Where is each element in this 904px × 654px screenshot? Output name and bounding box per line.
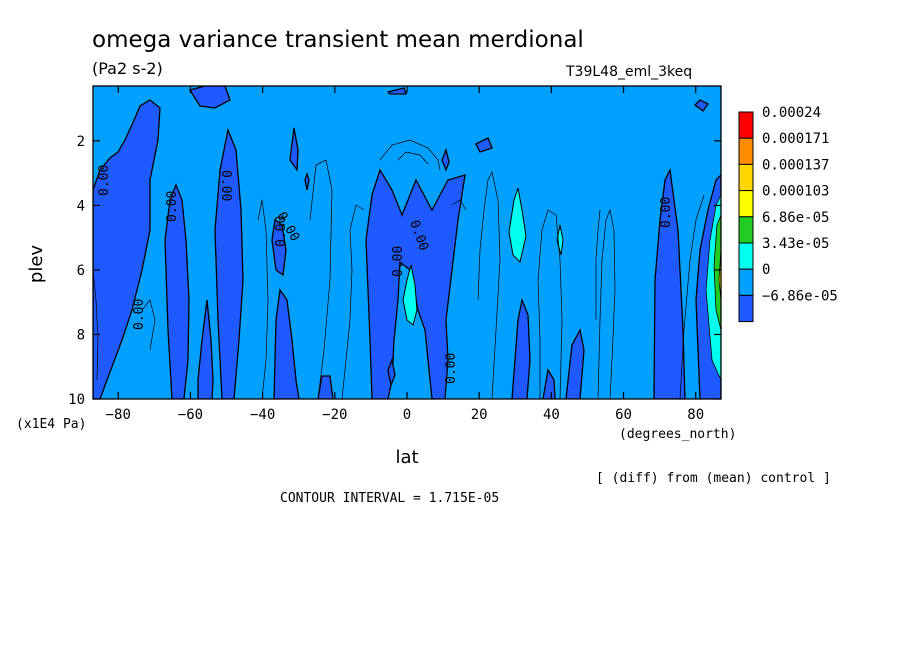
chart-units: (Pa2 s-2) (92, 59, 163, 78)
y-axis-label: plev (26, 245, 47, 284)
legend-label: 0.00024 (762, 105, 821, 121)
negative-region-south-7 (304, 171, 310, 191)
x-axis: −80 −60 −40 −20 0 20 40 60 80 (106, 86, 704, 423)
negative-region-top-center (386, 87, 407, 95)
x-tick-label: 0 (403, 407, 411, 423)
legend-swatch (738, 216, 754, 244)
negative-region-far-south (93, 99, 161, 399)
negative-region-north-2 (694, 99, 709, 112)
negative-region-south-3 (214, 127, 244, 399)
experiment-label: T39L48_eml_3keq (565, 64, 692, 80)
contour-label: 0.00 (444, 353, 459, 384)
x-tick-label: 20 (471, 407, 488, 423)
negative-region-equator (365, 168, 466, 399)
negative-region-mid-1 (317, 375, 334, 399)
negative-region-spot-3 (475, 137, 493, 153)
legend-swatch (738, 242, 754, 270)
contour-interval-text: CONTOUR INTERVAL = 1.715E-05 (280, 491, 499, 506)
legend-label: 0 (762, 262, 770, 278)
y-axis-units: (x1E4 Pa) (16, 417, 86, 432)
y-tick-label: 4 (77, 198, 85, 214)
contour-label: 0.00 (391, 246, 406, 277)
x-tick-label: 60 (615, 407, 632, 423)
legend-label: 0.000171 (762, 131, 829, 147)
legend-swatch (738, 137, 754, 165)
positive-region-42n (556, 224, 564, 256)
x-tick-label: 40 (543, 407, 560, 423)
legend-label: 3.43e-05 (762, 236, 829, 252)
positive-region-equator (402, 264, 418, 326)
legend-label: −6.86e-05 (762, 288, 838, 304)
contour-label: 0.00 (218, 170, 233, 201)
contour-labels: 0.00 0.00 0.00 0.00 0.00 0.00 0.00 0.00 … (97, 165, 674, 384)
legend-swatch (738, 294, 754, 323)
y-tick-label: 8 (77, 327, 85, 343)
x-tick-label: −60 (178, 407, 203, 423)
contour-label: 0.00 (97, 165, 112, 196)
legend-label: 0.000137 (762, 157, 829, 173)
x-tick-label: −20 (322, 407, 347, 423)
contour-label: 0.00 (659, 197, 674, 228)
negative-region-mid-north-3 (565, 328, 585, 399)
chart-title: omega variance transient mean merdional (92, 27, 584, 53)
x-axis-units: (degrees_north) (619, 427, 736, 442)
negative-region-spot-2 (441, 147, 450, 172)
legend-label: 6.86e-05 (762, 210, 829, 226)
negative-region-south-top (188, 86, 231, 109)
note-text: [ (diff) from (mean) control ] (596, 471, 831, 486)
legend-swatch (738, 163, 754, 192)
negative-region-south-6 (289, 127, 299, 172)
legend-swatch (738, 111, 754, 139)
negative-region-south-1 (164, 183, 190, 399)
negative-region-mid-north-1 (511, 297, 531, 399)
contour-fields (93, 86, 721, 399)
negative-region-south-5 (273, 288, 300, 399)
positive-region-pole-green (713, 214, 721, 331)
contour-label: 0.00 (132, 299, 147, 330)
negative-region-mid-north-2 (542, 368, 556, 399)
legend-swatch (738, 268, 754, 296)
negative-region-spot-1 (387, 357, 396, 388)
color-legend: 0.00024 0.000171 0.000137 0.000103 6.86e-05 3… (738, 105, 838, 323)
x-tick-label: −40 (250, 407, 275, 423)
positive-region-30n (508, 187, 527, 263)
x-tick-label: −80 (106, 407, 131, 423)
negative-region-south-2 (197, 299, 214, 399)
y-axis: 2 4 6 8 10 (68, 134, 721, 408)
negative-region-north-1 (653, 167, 686, 399)
y-tick-label: 10 (68, 392, 85, 408)
y-tick-label: 2 (77, 134, 85, 150)
x-axis-label: lat (395, 447, 418, 468)
x-tick-label: 80 (687, 407, 704, 423)
y-tick-label: 6 (77, 263, 85, 279)
legend-swatch (738, 190, 754, 218)
contour-label: 0.00 (274, 216, 289, 247)
contour-label: 0.00 (165, 191, 180, 222)
negative-region-south-4 (271, 218, 287, 277)
legend-label: 0.000103 (762, 184, 829, 200)
